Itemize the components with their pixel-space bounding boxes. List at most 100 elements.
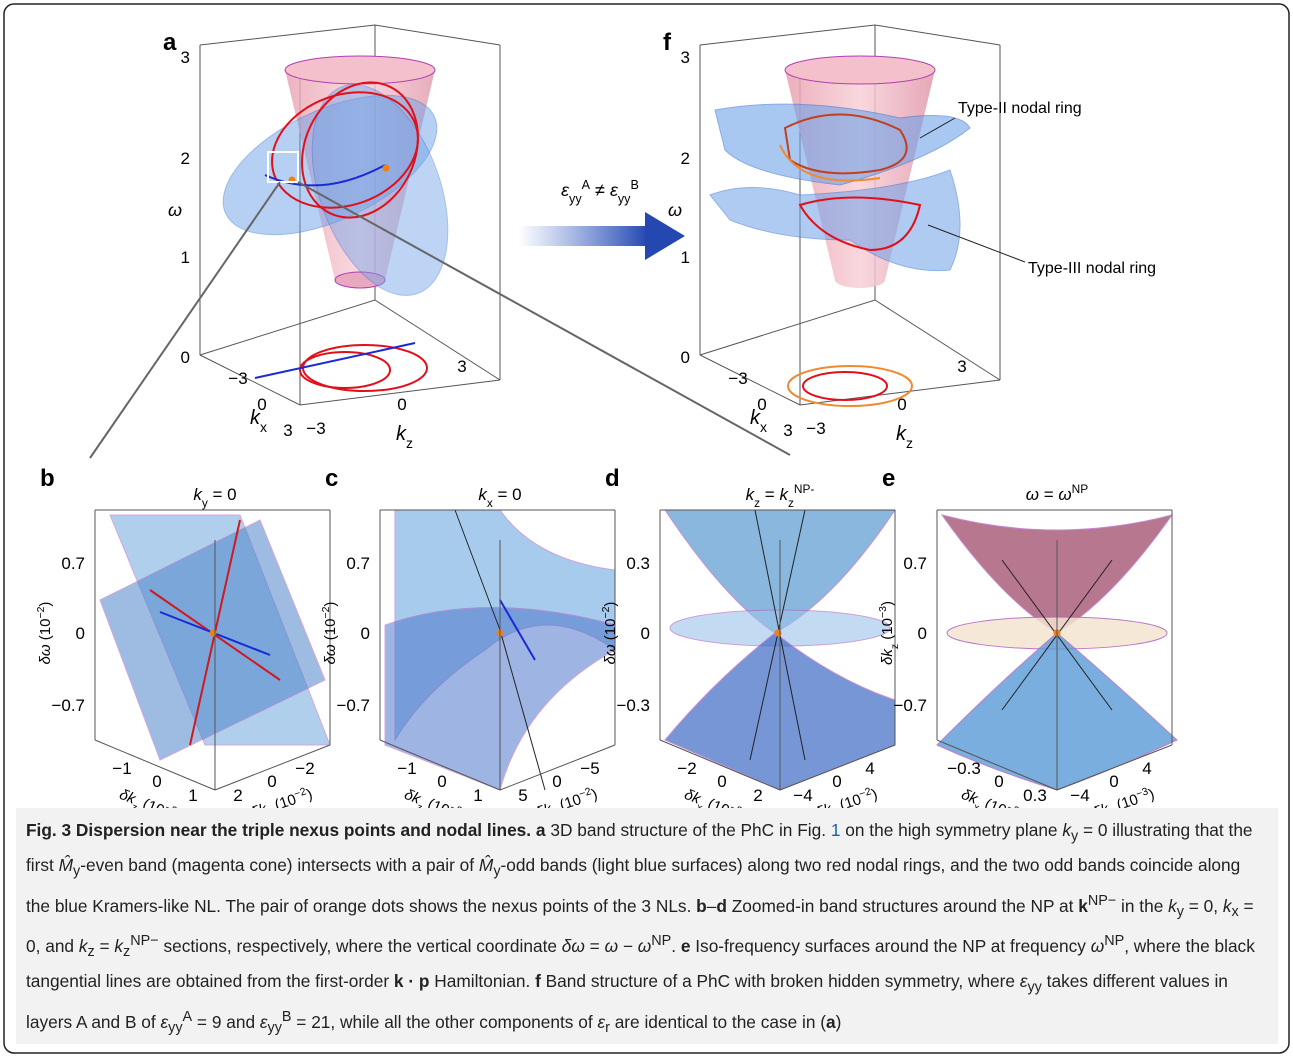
- tick-label: 0: [152, 772, 161, 791]
- text-part: −2: [320, 606, 332, 618]
- caption-text: =: [585, 936, 605, 956]
- caption-text: B: [282, 1009, 292, 1025]
- tick-label: 0.3: [626, 554, 650, 573]
- tick-label: 3: [181, 48, 190, 67]
- tick-label: 3: [283, 421, 292, 440]
- text-part: ): [879, 601, 896, 606]
- panel-label: a: [163, 29, 177, 56]
- text-part: = 0: [208, 485, 237, 504]
- caption-text: ): [836, 1012, 842, 1032]
- tick-label: −3: [306, 419, 325, 438]
- caption-text: ω: [638, 936, 651, 956]
- caption-text: x: [1232, 904, 1239, 920]
- text-part: ): [590, 786, 600, 804]
- text-part: ≠: [590, 180, 610, 200]
- text-part: (10: [602, 619, 619, 645]
- tick-label: 4: [865, 759, 874, 778]
- text-part: δω: [37, 644, 54, 664]
- text-part: ): [305, 786, 315, 804]
- tick-label: 0.7: [346, 554, 370, 573]
- arrow-body: [518, 226, 648, 246]
- caption-text: k: [1062, 820, 1071, 840]
- annotation: Type-III nodal ring: [1028, 260, 1156, 277]
- caption-text: -even band (magenta cone) intersects wit…: [80, 855, 479, 875]
- tick-label: −0.3: [616, 696, 650, 715]
- caption-text: y: [1177, 904, 1184, 920]
- text-part: δω: [322, 644, 339, 664]
- tick-label: 0: [267, 772, 276, 791]
- caption-text: Zoomed-in band structures around the NP …: [727, 896, 1078, 916]
- panel-a-drawing: [90, 25, 790, 458]
- text-part: = 0: [493, 485, 522, 504]
- axis-label: ω: [668, 200, 682, 220]
- caption-text: Hamiltonian.: [429, 971, 535, 991]
- caption-text: –: [707, 896, 717, 916]
- tick-label: 1: [188, 786, 197, 805]
- text-part: yy: [618, 192, 631, 206]
- axis-label: δkz (10−3): [877, 601, 901, 665]
- caption-text: are identical to the case in (: [610, 1012, 826, 1032]
- tick-label: −0.7: [51, 696, 85, 715]
- caption-text: k: [1223, 896, 1232, 916]
- caption-text: yy: [267, 1020, 281, 1036]
- caption-text: k · p: [394, 971, 430, 991]
- tick-label: 0: [181, 348, 190, 367]
- annotation: Type-II nodal ring: [958, 100, 1082, 117]
- tick-label: 0: [897, 395, 906, 414]
- caption-text: z: [88, 944, 95, 960]
- text-part: (10: [879, 618, 896, 644]
- caption-text: 3D band structure of the PhC in Fig.: [546, 820, 831, 840]
- axis-label: ω: [168, 200, 182, 220]
- ring-projection: [803, 372, 887, 400]
- tick-label: 0.7: [903, 554, 927, 573]
- figure-page: a3210−303−303ωkxkzf3210−303−303ωkxkzbky …: [0, 0, 1293, 1058]
- tick-label: 0: [681, 348, 690, 367]
- tick-label: 0: [994, 772, 1003, 791]
- tick-label: 0: [437, 772, 446, 791]
- caption-text: NP: [1104, 933, 1124, 949]
- panel-title: ky = 0: [193, 485, 236, 510]
- tick-label: 0.7: [61, 554, 85, 573]
- tick-label: 0: [397, 395, 406, 414]
- tick-label: −0.3: [947, 759, 981, 778]
- text-part: ): [37, 602, 54, 607]
- panel-title: kz = kzNP-: [746, 482, 815, 510]
- text-part: (10: [322, 619, 339, 645]
- caption-text: NP−: [130, 933, 158, 949]
- caption-text: Fig. 3 Dispersion near the triple nexus …: [26, 820, 531, 840]
- caption: Fig. 3 Dispersion near the triple nexus …: [16, 808, 1278, 1044]
- axis-label: δω (10−2): [35, 602, 54, 665]
- axis-label: kz: [396, 423, 413, 451]
- tick-label: 2: [681, 149, 690, 168]
- caption-text: ω: [1091, 936, 1104, 956]
- text-part: B: [630, 178, 638, 192]
- caption-text: e: [681, 936, 691, 956]
- caption-text: −: [618, 936, 638, 956]
- caption-text: k: [1168, 896, 1177, 916]
- tick-label: −3: [728, 369, 747, 388]
- tick-label: 2: [233, 786, 242, 805]
- tick-label: 0: [641, 624, 650, 643]
- zoom-line: [298, 182, 790, 455]
- caption-text: M̂: [59, 855, 73, 875]
- caption-text: on the high symmetry plane: [840, 820, 1062, 840]
- caption-text: 1: [831, 820, 841, 840]
- caption-text: yy: [1027, 980, 1041, 996]
- caption-text: d: [716, 896, 727, 916]
- text-part: ): [1147, 786, 1157, 804]
- tick-label: 0: [717, 772, 726, 791]
- text-part: NP: [1072, 482, 1089, 496]
- tick-label: −2: [677, 759, 696, 778]
- tick-label: 0.3: [1023, 786, 1047, 805]
- text-part: yy: [569, 192, 582, 206]
- caption-text: NP−: [1088, 893, 1116, 909]
- tick-label: 5: [518, 786, 527, 805]
- tick-label: −2: [295, 759, 314, 778]
- arrow-label: εyyA ≠ εyyB: [561, 178, 639, 206]
- axis-label: δω (10−2): [600, 602, 619, 665]
- tick-label: 2: [753, 786, 762, 805]
- caption-text: k: [1078, 896, 1088, 916]
- text-part: ): [322, 602, 339, 607]
- text-part: NP-: [794, 482, 815, 496]
- tick-label: 0: [918, 624, 927, 643]
